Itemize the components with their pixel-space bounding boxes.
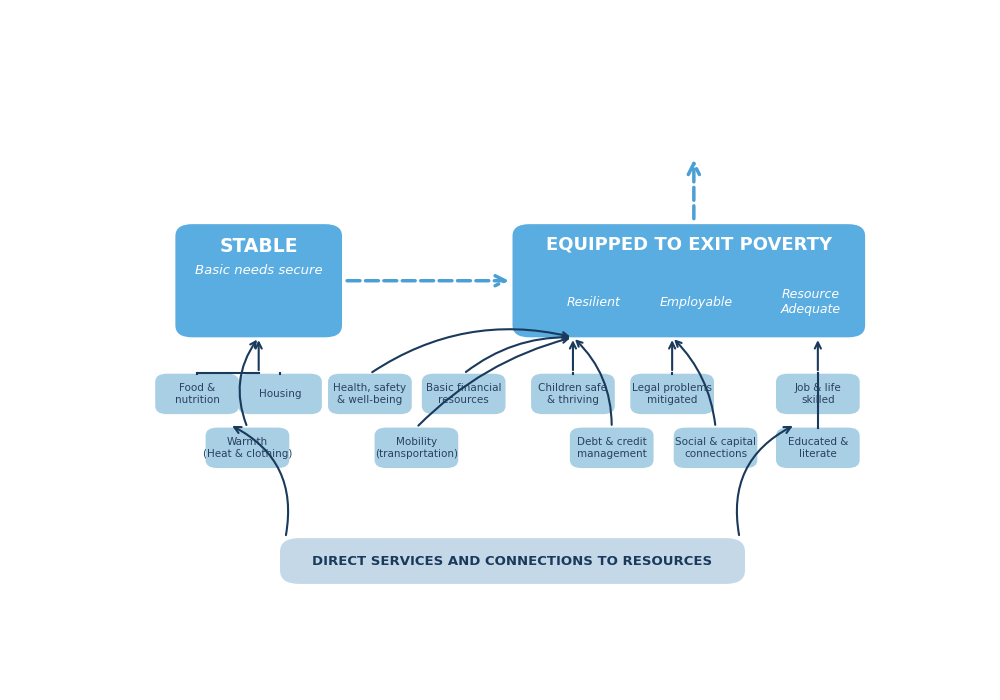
- FancyBboxPatch shape: [512, 224, 865, 337]
- FancyBboxPatch shape: [776, 428, 860, 468]
- Text: Resource
Adequate: Resource Adequate: [781, 288, 841, 316]
- Text: Health, safety
& well-being: Health, safety & well-being: [333, 383, 406, 405]
- FancyBboxPatch shape: [328, 374, 412, 414]
- Text: Basic needs secure: Basic needs secure: [195, 264, 322, 277]
- Text: Job & life
skilled: Job & life skilled: [794, 383, 841, 405]
- Text: Resilient: Resilient: [567, 296, 621, 309]
- Text: STABLE: STABLE: [219, 237, 298, 256]
- Text: EQUIPPED TO EXIT POVERTY: EQUIPPED TO EXIT POVERTY: [546, 236, 832, 253]
- Text: Children safe
& thriving: Children safe & thriving: [538, 383, 607, 405]
- Text: Basic financial
resources: Basic financial resources: [426, 383, 501, 405]
- FancyBboxPatch shape: [238, 374, 322, 414]
- FancyBboxPatch shape: [630, 374, 714, 414]
- FancyBboxPatch shape: [422, 374, 506, 414]
- FancyBboxPatch shape: [674, 428, 757, 468]
- Text: Social & capital
connections: Social & capital connections: [675, 437, 756, 459]
- FancyBboxPatch shape: [375, 428, 458, 468]
- Text: Employable: Employable: [660, 296, 733, 309]
- Text: Educated &
literate: Educated & literate: [788, 437, 848, 459]
- Text: Food &
nutrition: Food & nutrition: [175, 383, 220, 405]
- FancyBboxPatch shape: [280, 538, 745, 584]
- FancyBboxPatch shape: [206, 428, 289, 468]
- Text: Mobility
(transportation): Mobility (transportation): [375, 437, 458, 459]
- Text: Legal problems
mitigated: Legal problems mitigated: [632, 383, 712, 405]
- FancyBboxPatch shape: [155, 374, 239, 414]
- Text: DIRECT SERVICES AND CONNECTIONS TO RESOURCES: DIRECT SERVICES AND CONNECTIONS TO RESOU…: [312, 554, 713, 568]
- FancyBboxPatch shape: [175, 224, 342, 337]
- Text: Housing: Housing: [259, 389, 301, 399]
- Text: Warmth
(Heat & clothing): Warmth (Heat & clothing): [203, 437, 292, 459]
- FancyBboxPatch shape: [531, 374, 615, 414]
- FancyBboxPatch shape: [570, 428, 654, 468]
- Text: Debt & credit
management: Debt & credit management: [577, 437, 647, 459]
- FancyBboxPatch shape: [776, 374, 860, 414]
